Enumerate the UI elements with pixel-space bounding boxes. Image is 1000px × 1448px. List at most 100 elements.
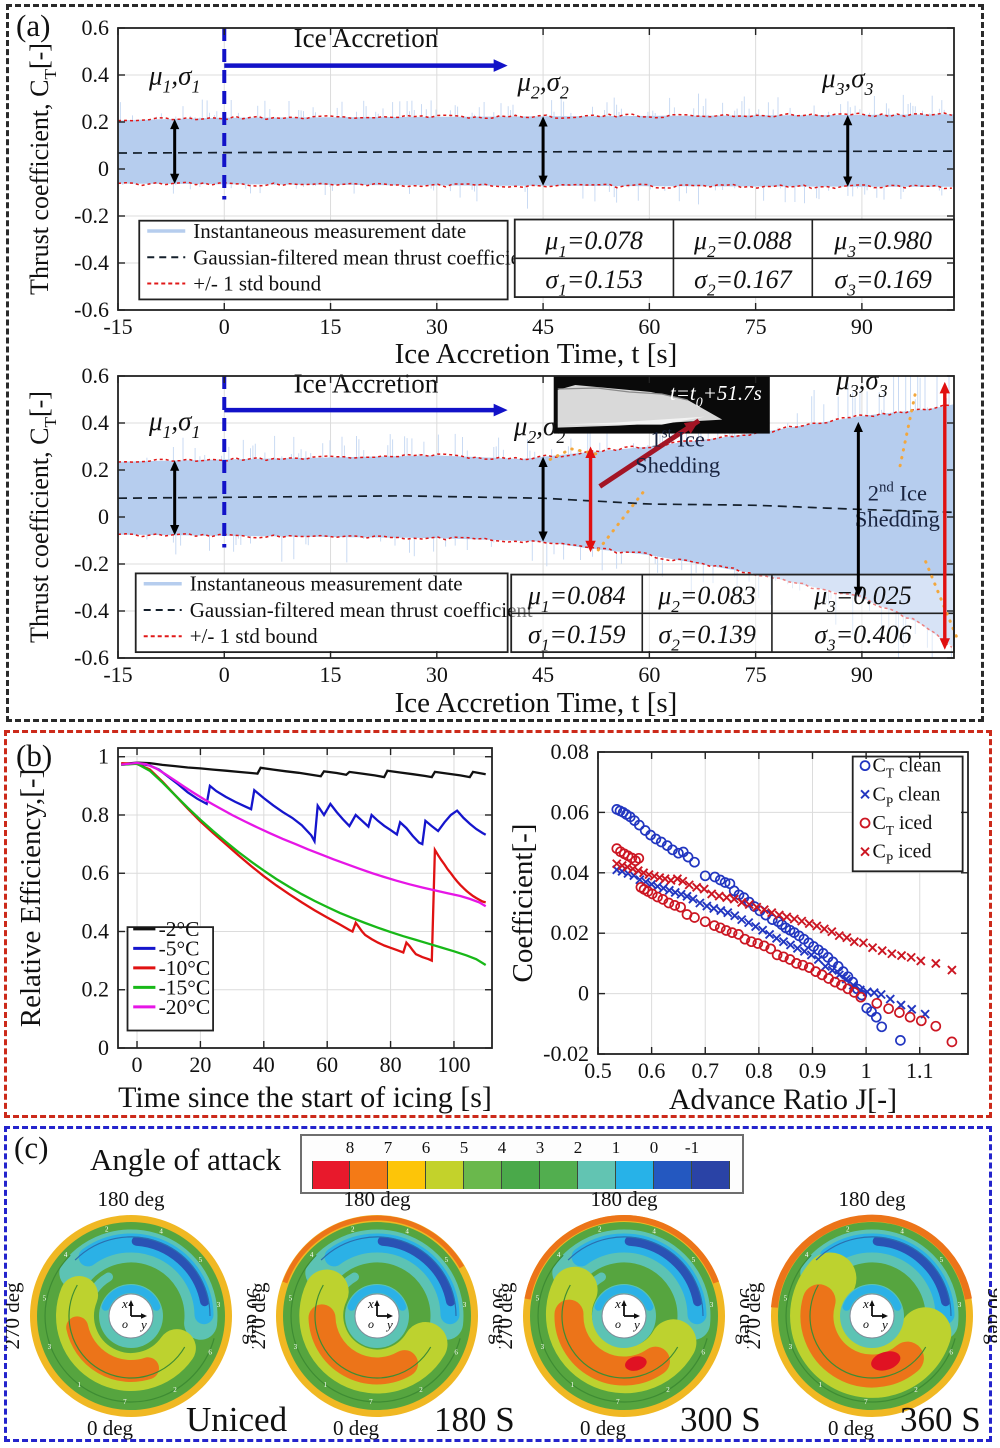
svg-text:3: 3 bbox=[541, 1343, 545, 1351]
panel-c-label: (c) bbox=[14, 1130, 49, 1165]
svg-text:5: 5 bbox=[536, 1295, 540, 1303]
deg-label-180: 180 deg bbox=[838, 1190, 906, 1211]
inset-pointer-arrow bbox=[598, 418, 701, 489]
x-axis-label: Time since the start of icing [s] bbox=[118, 1081, 492, 1114]
svg-text:0.8: 0.8 bbox=[745, 1058, 773, 1083]
hub-y-label: y bbox=[385, 1317, 393, 1332]
zoom-guide-dotted bbox=[548, 447, 602, 461]
svg-text:90: 90 bbox=[851, 314, 873, 339]
svg-text:6: 6 bbox=[208, 1349, 212, 1357]
colorbar-tick-label: 5 bbox=[459, 1138, 469, 1157]
legend-entry: -15°C bbox=[159, 975, 211, 999]
legend-entry: Instantaneous measurement date bbox=[193, 219, 466, 243]
hub-x-label: x bbox=[121, 1296, 128, 1311]
std-band bbox=[118, 404, 954, 648]
mean-line bbox=[118, 150, 954, 154]
svg-text:0.5: 0.5 bbox=[584, 1058, 612, 1083]
stats-cell: μ3=0.980 bbox=[833, 226, 932, 261]
svg-text:5: 5 bbox=[692, 1256, 696, 1264]
colorbar-cell bbox=[426, 1161, 464, 1189]
hub-origin-label: o bbox=[368, 1317, 374, 1331]
colorbar-tick-label: 0 bbox=[649, 1138, 659, 1157]
legend-entry: -2°C bbox=[159, 917, 200, 941]
scatter-series-C_P iced bbox=[612, 859, 957, 975]
stats-cell: σ2=0.139 bbox=[658, 620, 755, 655]
svg-text:4: 4 bbox=[900, 1227, 904, 1235]
svg-text:0.2: 0.2 bbox=[82, 109, 110, 134]
panel-b-border bbox=[4, 730, 992, 1118]
svg-text:2: 2 bbox=[419, 1386, 423, 1394]
svg-text:7: 7 bbox=[616, 1398, 620, 1406]
colorbar-cell bbox=[578, 1161, 616, 1189]
svg-text:3: 3 bbox=[789, 1343, 793, 1351]
thrust-plot-run2-shedding: Ice Accretion Instantaneous measurement d… bbox=[25, 368, 959, 719]
plot-border bbox=[117, 747, 493, 1049]
colorbar-tick-label: 4 bbox=[497, 1138, 507, 1157]
deg-label-180: 180 deg bbox=[97, 1190, 165, 1211]
x-axis-label: Ice Accretion Time, t [s] bbox=[395, 338, 678, 368]
legend-box bbox=[851, 755, 964, 873]
hub-origin-label: o bbox=[615, 1317, 621, 1331]
stats-cell: σ3=0.169 bbox=[834, 265, 931, 300]
stats-cell: μ1=0.078 bbox=[544, 226, 643, 261]
stats-cell: σ3=0.406 bbox=[814, 620, 911, 655]
legend-box bbox=[138, 219, 509, 301]
svg-text:5: 5 bbox=[289, 1295, 293, 1303]
svg-text:4: 4 bbox=[405, 1227, 409, 1235]
stats-cell: μ1=0.084 bbox=[527, 581, 626, 616]
legend-entry: -5°C bbox=[159, 936, 200, 960]
deg-label-0: 0 deg bbox=[87, 1416, 134, 1440]
svg-text:-0.2: -0.2 bbox=[74, 203, 109, 228]
svg-text:0.6: 0.6 bbox=[82, 368, 110, 388]
svg-text:0.9: 0.9 bbox=[799, 1058, 827, 1083]
svg-text:5: 5 bbox=[940, 1256, 944, 1264]
efficiency-series--2°C bbox=[121, 761, 486, 779]
legend-entry: Gaussian-filtered mean thrust coefficien… bbox=[190, 598, 533, 622]
svg-text:4: 4 bbox=[652, 1227, 656, 1235]
colorbar-tick-label: 3 bbox=[535, 1138, 545, 1157]
ice-accretion-label: Ice Accretion bbox=[294, 368, 439, 398]
legend-entry: Gaussian-filtered mean thrust coefficien… bbox=[193, 245, 536, 269]
svg-text:15: 15 bbox=[320, 314, 342, 339]
svg-text:2: 2 bbox=[666, 1386, 670, 1394]
svg-text:0.4: 0.4 bbox=[82, 918, 110, 943]
hub-x-label: x bbox=[367, 1296, 374, 1311]
deg-label-0: 0 deg bbox=[580, 1416, 627, 1440]
svg-text:0.02: 0.02 bbox=[551, 920, 590, 945]
svg-text:1.1: 1.1 bbox=[906, 1058, 934, 1083]
svg-text:5: 5 bbox=[445, 1256, 449, 1264]
svg-text:75: 75 bbox=[745, 662, 767, 687]
svg-text:3: 3 bbox=[710, 1301, 714, 1309]
scatter-series-C_T clean bbox=[611, 804, 906, 1046]
panel-c-border bbox=[4, 1126, 992, 1442]
hub-origin-label: o bbox=[863, 1317, 869, 1331]
svg-text:30: 30 bbox=[426, 662, 448, 687]
svg-text:2: 2 bbox=[914, 1386, 918, 1394]
legend-entry: -10°C bbox=[159, 956, 211, 980]
svg-text:60: 60 bbox=[638, 662, 660, 687]
shedding-label: Shedding bbox=[855, 507, 940, 532]
colorbar-cell bbox=[654, 1161, 692, 1189]
svg-text:4: 4 bbox=[64, 1251, 68, 1259]
svg-text:60: 60 bbox=[316, 1052, 338, 1077]
svg-text:0: 0 bbox=[219, 314, 230, 339]
svg-text:-15: -15 bbox=[103, 314, 132, 339]
hub-y-label: y bbox=[632, 1317, 640, 1332]
aoa-name-180s: 180 S bbox=[434, 1400, 515, 1439]
y-axis-label: Thrust coefficient, CT[-] bbox=[25, 391, 60, 643]
svg-text:0.2: 0.2 bbox=[82, 977, 110, 1002]
efficiency-series--5°C bbox=[121, 761, 487, 846]
mu-sigma-label: μ3,σ3 bbox=[835, 368, 888, 401]
hub-y-label: y bbox=[139, 1317, 147, 1332]
deg-label-0: 0 deg bbox=[828, 1416, 875, 1440]
svg-text:0.4: 0.4 bbox=[82, 410, 110, 435]
colorbar-cell bbox=[312, 1161, 350, 1189]
inset-timestamp: t=t0+51.7s bbox=[670, 381, 762, 410]
legend-entry: CT iced bbox=[873, 812, 933, 838]
iced-blade-photo bbox=[557, 385, 723, 428]
upper-std-bound bbox=[118, 404, 952, 463]
colorbar-cell bbox=[692, 1161, 730, 1189]
colorbar-cell bbox=[540, 1161, 578, 1189]
svg-text:5: 5 bbox=[199, 1256, 203, 1264]
